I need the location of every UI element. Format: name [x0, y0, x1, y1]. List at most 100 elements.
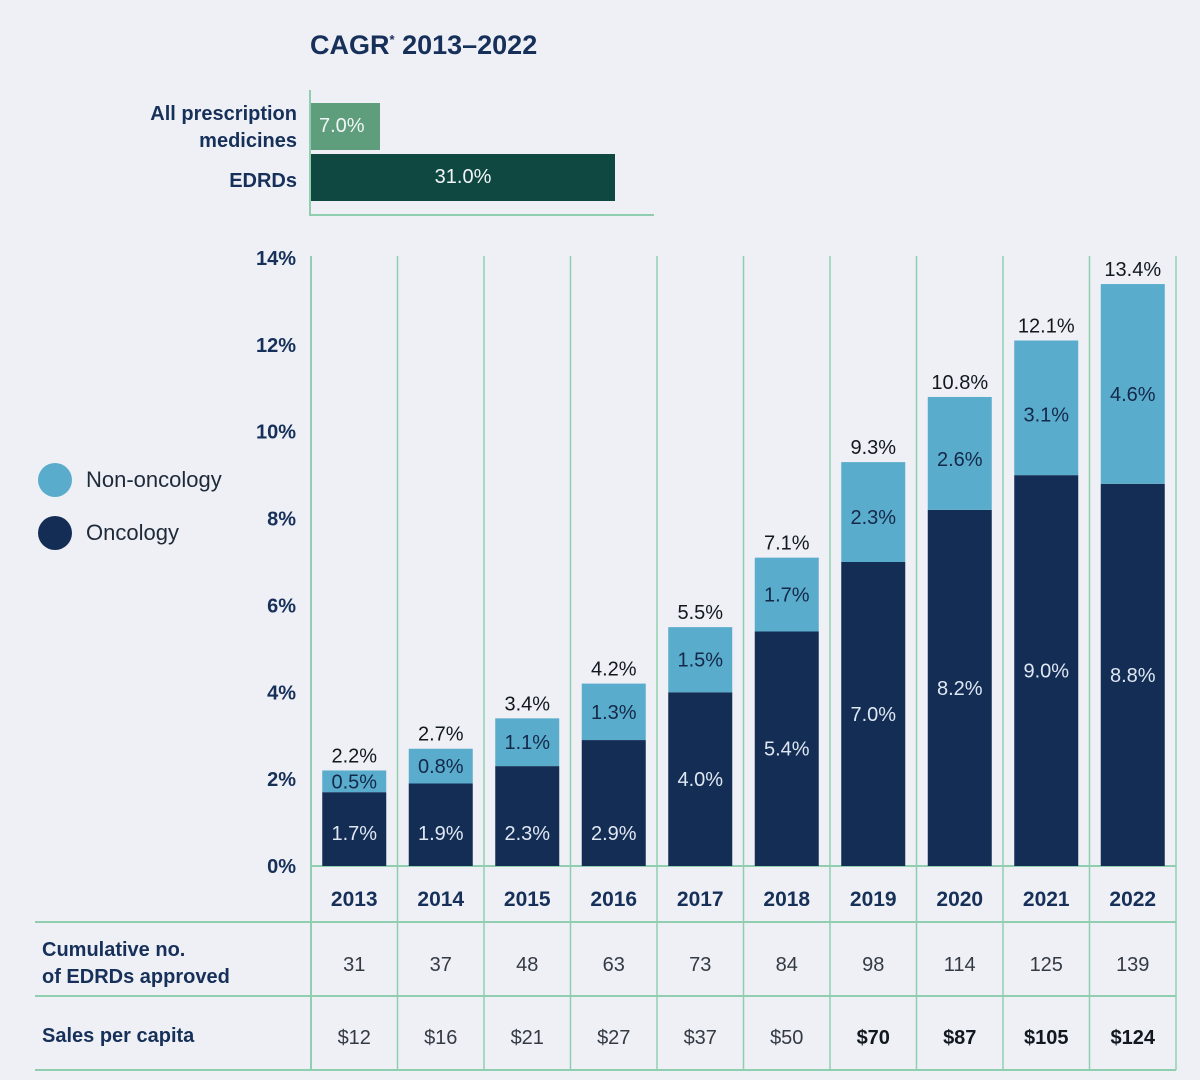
bar-label-oncology: 4.0%	[677, 769, 723, 791]
table-cell-cumulative: 114	[944, 954, 976, 976]
table-cell-sales: $12	[338, 1027, 371, 1049]
table-cell-cumulative: 84	[776, 954, 798, 976]
table-cell-sales: $21	[511, 1027, 544, 1049]
cagr-title-range: 2013–2022	[394, 30, 538, 60]
table-cell-sales: $37	[684, 1027, 717, 1049]
y-tick-label: 6%	[267, 595, 296, 617]
bar-total-label: 12.1%	[1018, 316, 1075, 338]
table-cell-cumulative: 139	[1116, 954, 1149, 976]
bar-label-oncology: 8.8%	[1110, 665, 1156, 687]
table-cell-sales: $105	[1024, 1027, 1069, 1049]
bar-total-label: 4.2%	[591, 659, 637, 681]
bar-label-oncology: 1.7%	[331, 823, 377, 845]
y-tick-label: 14%	[256, 248, 296, 270]
bar-label-non-oncology: 1.5%	[677, 650, 723, 672]
bar-oncology	[1014, 475, 1079, 866]
x-tick-label: 2019	[850, 888, 897, 911]
y-tick-label: 8%	[267, 509, 296, 531]
bar-oncology	[322, 792, 387, 866]
table-cell-cumulative: 98	[862, 954, 884, 976]
bar-label-oncology: 2.3%	[504, 823, 550, 845]
bar-label-non-oncology: 2.3%	[850, 507, 896, 529]
bar-label-non-oncology: 1.1%	[504, 732, 550, 754]
legend-item-non-oncology: Non-oncology	[38, 463, 222, 497]
bar-non-oncology	[841, 462, 906, 562]
bar-total-label: 13.4%	[1104, 259, 1161, 281]
cagr-label-all-prescription: All prescription medicines	[150, 101, 297, 155]
bar-total-label: 10.8%	[931, 372, 988, 394]
bar-label-non-oncology: 1.3%	[591, 702, 637, 724]
table-cell-cumulative: 31	[343, 954, 365, 976]
bar-total-label: 7.1%	[764, 533, 810, 555]
table-cell-sales: $50	[770, 1027, 803, 1049]
row-header-cumulative: Cumulative no. of EDRDs approved	[42, 937, 230, 991]
cagr-title-footnote-mark: *	[389, 32, 395, 47]
table-cell-cumulative: 125	[1030, 954, 1063, 976]
table-cell-cumulative: 48	[516, 954, 538, 976]
x-tick-label: 2022	[1109, 888, 1156, 911]
bar-label-oncology: 2.9%	[591, 823, 637, 845]
x-tick-label: 2015	[504, 888, 551, 911]
bar-label-oncology: 8.2%	[937, 678, 983, 700]
bar-oncology	[754, 631, 819, 866]
table-cell-sales: $27	[597, 1027, 630, 1049]
bar-label-non-oncology: 4.6%	[1110, 384, 1156, 406]
bar-oncology	[841, 562, 906, 866]
table-cell-sales: $70	[857, 1027, 890, 1049]
bar-label-non-oncology: 0.5%	[331, 771, 377, 793]
legend-item-oncology: Oncology	[38, 516, 179, 550]
x-tick-label: 2013	[331, 888, 378, 911]
bar-oncology	[1100, 483, 1165, 866]
row-header-line1: Cumulative no.	[42, 939, 186, 961]
table-cell-cumulative: 63	[603, 954, 625, 976]
table-cell-cumulative: 73	[689, 954, 711, 976]
bar-label-non-oncology: 0.8%	[418, 756, 464, 778]
cagr-bar-edrds: 31.0%	[311, 154, 615, 201]
cagr-bar-value-label: 31.0%	[434, 166, 492, 188]
bar-label-oncology: 9.0%	[1023, 661, 1069, 683]
bar-oncology	[408, 783, 473, 866]
bar-total-label: 2.2%	[331, 745, 377, 767]
table-cell-sales: $16	[424, 1027, 457, 1049]
bar-oncology	[668, 692, 733, 866]
bar-non-oncology	[581, 683, 646, 741]
x-tick-label: 2014	[417, 888, 464, 911]
bar-non-oncology	[322, 770, 387, 793]
bar-non-oncology	[754, 557, 819, 632]
cagr-title-text: CAGR	[310, 30, 390, 60]
bar-label-oncology: 7.0%	[850, 704, 896, 726]
bar-oncology	[927, 509, 992, 866]
bar-label-non-oncology: 3.1%	[1023, 405, 1069, 427]
cagr-title: CAGR* 2013–2022	[310, 30, 537, 61]
y-tick-label: 10%	[256, 422, 296, 444]
cagr-bar-all-prescription: 7.0%	[311, 103, 380, 150]
legend-label: Oncology	[86, 520, 179, 545]
cagr-label-line2: medicines	[199, 130, 297, 152]
bar-label-non-oncology: 2.6%	[937, 449, 983, 471]
table-cell-sales: $124	[1111, 1027, 1156, 1049]
legend-swatch-oncology	[38, 516, 72, 550]
bar-label-oncology: 5.4%	[764, 739, 810, 761]
bar-non-oncology	[1014, 340, 1079, 476]
table-cell-sales: $87	[943, 1027, 976, 1049]
bar-oncology	[581, 740, 646, 866]
y-tick-label: 2%	[267, 769, 296, 791]
y-tick-label: 4%	[267, 682, 296, 704]
bar-label-non-oncology: 1.7%	[764, 585, 810, 607]
cagr-axis-line	[309, 90, 311, 216]
x-tick-label: 2017	[677, 888, 724, 911]
legend-label: Non-oncology	[86, 467, 222, 492]
cagr-bar-value-label: 7.0%	[319, 115, 365, 137]
legend-swatch-non-oncology	[38, 463, 72, 497]
row-header-sales: Sales per capita	[42, 1025, 195, 1047]
bar-non-oncology	[668, 627, 733, 693]
y-tick-label: 12%	[256, 335, 296, 357]
bar-non-oncology	[495, 718, 560, 767]
row-header-line2: of EDRDs approved	[42, 966, 230, 988]
cagr-baseline	[309, 214, 654, 216]
table-cell-cumulative: 37	[430, 954, 452, 976]
x-tick-label: 2018	[763, 888, 810, 911]
x-tick-label: 2020	[936, 888, 983, 911]
bar-total-label: 2.7%	[418, 724, 464, 746]
